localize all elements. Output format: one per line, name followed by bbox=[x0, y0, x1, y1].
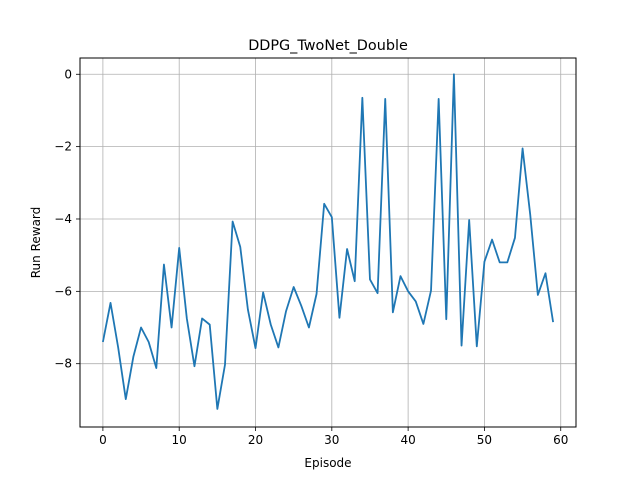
plot-area bbox=[102, 73, 554, 410]
axis-ticks: 0 10 20 30 40 50 60 0 −2 −4 −6 −8 bbox=[54, 67, 568, 447]
y-tick-label: 0 bbox=[64, 67, 72, 81]
x-tick-label: 10 bbox=[172, 433, 187, 447]
y-tick-label: −2 bbox=[54, 140, 72, 154]
x-tick-label: 0 bbox=[99, 433, 107, 447]
y-tick-label: −4 bbox=[54, 212, 72, 226]
x-tick-label: 40 bbox=[400, 433, 415, 447]
x-axis-label: Episode bbox=[304, 456, 351, 470]
chart-title: DDPG_TwoNet_Double bbox=[248, 38, 408, 54]
x-tick-label: 50 bbox=[477, 433, 492, 447]
x-tick-label: 60 bbox=[553, 433, 568, 447]
series-line bbox=[102, 73, 554, 410]
y-tick-label: −8 bbox=[54, 357, 72, 371]
plot-frame bbox=[79, 57, 577, 428]
x-tick-label: 20 bbox=[248, 433, 263, 447]
y-tick-label: −6 bbox=[54, 284, 72, 298]
y-axis-label: Run Reward bbox=[29, 207, 43, 279]
x-tick-label: 30 bbox=[324, 433, 339, 447]
